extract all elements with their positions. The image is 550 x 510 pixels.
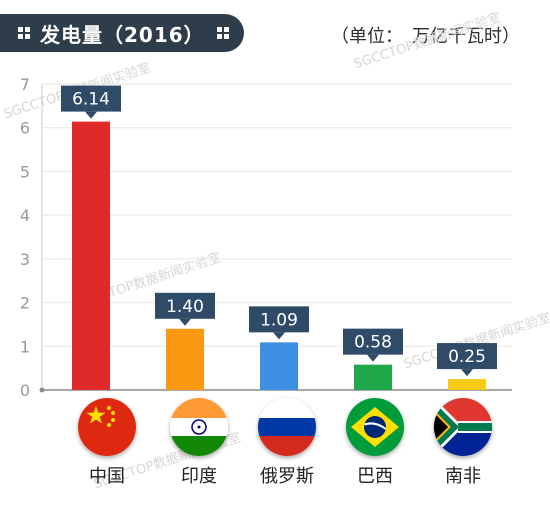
y-tick-label: 3 <box>20 250 30 269</box>
value-callout <box>343 328 403 355</box>
value-label: 1.09 <box>260 310 298 330</box>
title-banner: 发电量（2016） <box>0 14 244 52</box>
value-callout-pointer <box>85 111 97 119</box>
value-label: 6.14 <box>72 90 110 110</box>
india-flag-icon <box>170 398 228 456</box>
country-label-china: 中国 <box>89 466 125 487</box>
y-tick-label: 1 <box>20 337 30 356</box>
bar <box>354 364 392 390</box>
value-label: 1.40 <box>166 297 204 317</box>
unit-label: （单位： 万亿千瓦时） <box>331 26 520 47</box>
bar <box>72 121 110 390</box>
grid-icon <box>216 27 229 39</box>
y-tick-label: 0 <box>20 381 30 400</box>
value-callout <box>437 343 497 370</box>
y-tick-label: 2 <box>20 294 30 313</box>
brazil-flag-icon <box>346 398 404 456</box>
y-tick-label: 6 <box>20 119 30 138</box>
value-label: 0.58 <box>354 333 392 353</box>
value-callout-pointer <box>273 332 285 340</box>
y-tick-label: 7 <box>20 75 30 94</box>
bar <box>166 328 204 390</box>
value-callout-pointer <box>461 369 473 377</box>
value-callout-pointer <box>179 318 191 326</box>
y-tick-label: 4 <box>20 206 30 225</box>
y-tick-label: 5 <box>20 162 30 181</box>
country-label-russia: 俄罗斯 <box>260 466 314 487</box>
chart-title: 发电量（2016） <box>40 22 205 47</box>
axis-origin-dot <box>39 387 45 393</box>
bar <box>260 342 298 390</box>
value-callout <box>155 292 215 319</box>
grid-icon <box>18 27 30 39</box>
china-flag-icon <box>78 398 136 456</box>
russia-flag-icon <box>258 398 316 456</box>
country-label-south-africa: 南非 <box>445 466 481 487</box>
country-label-brazil: 巴西 <box>357 466 393 487</box>
value-callout <box>249 306 309 333</box>
country-label-india: 印度 <box>181 466 217 487</box>
south-africa-flag-icon <box>434 398 492 456</box>
value-callout-pointer <box>367 354 379 362</box>
value-label: 0.25 <box>448 347 486 367</box>
bar <box>448 379 486 390</box>
value-callout <box>61 85 121 112</box>
